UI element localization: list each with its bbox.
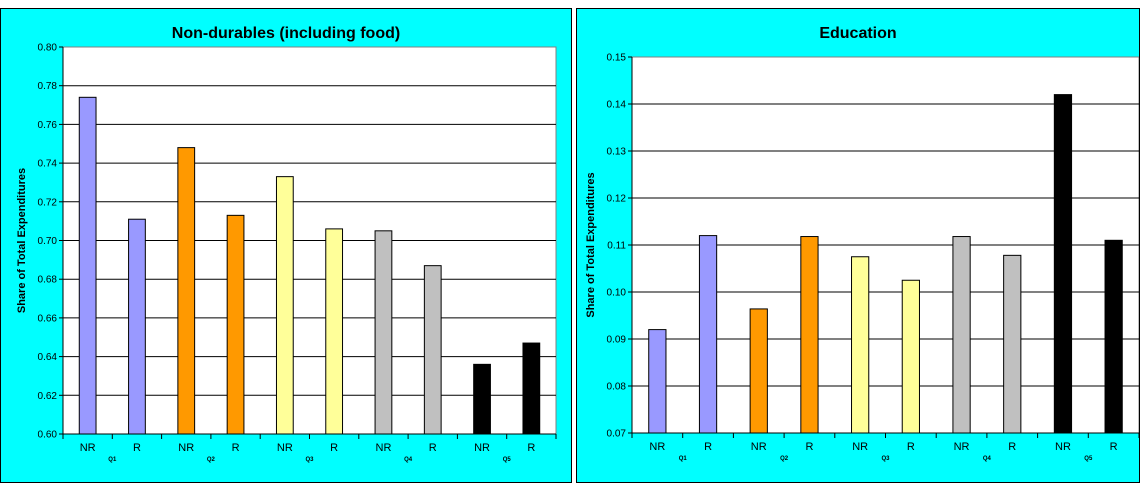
y-tick-label: 0.66 (38, 313, 58, 324)
x-category-label: R (704, 441, 712, 453)
chart-panel-education: Education 0.07 0.08 0.09 0.10 0.11 0.12 0.13 0.… (576, 8, 1140, 483)
x-category-label: R (232, 442, 240, 454)
x-category-label: R (133, 442, 141, 454)
x-group-label: Q3 (305, 457, 314, 463)
x-category-label: R (1110, 441, 1118, 453)
y-tick-label: 0.62 (38, 391, 58, 402)
y-tick-label: 0.70 (38, 236, 58, 247)
y-tick-label: 0.08 (607, 382, 627, 393)
bar (374, 230, 393, 435)
x-category-label: R (907, 441, 915, 453)
x-category-label: NR (751, 441, 767, 453)
x-group-label: Q5 (1084, 456, 1093, 462)
x-group-label: Q2 (780, 456, 789, 462)
chart-panel-non-durables: Non-durables (including food) 0.60 0.62 0.… (0, 8, 572, 483)
chart-svg-non-durables: 0.60 0.62 0.64 0.66 0.68 0.70 0.72 0.74 0.76 0.78… (16, 43, 557, 463)
y-tick-label: 0.12 (607, 194, 627, 205)
x-category-label: NR (852, 441, 868, 453)
x-category-label: NR (376, 442, 392, 454)
bar (851, 256, 870, 434)
y-tick-label: 0.15 (607, 53, 627, 64)
x-category-label: R (805, 441, 813, 453)
x-category-label: R (330, 442, 338, 454)
y-tick-label: 0.11 (607, 241, 626, 252)
x-category-label: NR (178, 442, 194, 454)
bar (78, 96, 97, 435)
y-axis-label: Share of Total Expenditures (585, 172, 597, 317)
x-category-label: NR (277, 442, 293, 454)
y-tick-label: 0.76 (38, 120, 58, 131)
chart-title: Non-durables (including food) (171, 25, 401, 42)
x-category-label: NR (649, 441, 665, 453)
x-group-label: Q4 (404, 457, 413, 463)
x-group-label: Q4 (983, 456, 992, 462)
x-category-label: NR (80, 442, 96, 454)
bar (473, 363, 491, 435)
x-group-label: Q5 (503, 457, 512, 463)
y-tick-label: 0.80 (38, 43, 58, 54)
bar (275, 176, 294, 435)
x-group-label: Q2 (207, 457, 216, 463)
y-tick-label: 0.64 (38, 352, 58, 363)
bar (423, 265, 442, 435)
top-strip (0, 0, 1140, 8)
bar (325, 228, 344, 435)
x-category-label: NR (1055, 441, 1071, 453)
y-tick-label: 0.13 (607, 147, 627, 158)
bar (128, 218, 146, 435)
x-category-label: R (1008, 441, 1016, 453)
x-group-label: Q1 (679, 456, 688, 462)
bar (177, 147, 196, 435)
y-tick-label: 0.78 (38, 81, 58, 92)
x-category-label: NR (474, 442, 490, 454)
bar (1104, 239, 1123, 434)
bar (1053, 94, 1073, 434)
x-category-label: R (429, 442, 437, 454)
x-category-label: R (527, 442, 535, 454)
y-tick-label: 0.14 (607, 100, 627, 111)
chart-svg-education: 0.07 0.08 0.09 0.10 0.11 0.12 0.13 0.14 0.15 NR R N… (585, 53, 1139, 462)
y-tick-label: 0.09 (607, 335, 627, 346)
y-tick-label: 0.07 (607, 429, 627, 440)
chart-title: Education (819, 25, 897, 42)
bar (698, 235, 718, 434)
x-group-label: Q1 (108, 457, 117, 463)
y-tick-label: 0.72 (38, 197, 58, 208)
y-axis-label: Share of Total Expenditures (16, 168, 28, 313)
y-tick-label: 0.68 (38, 275, 58, 286)
bar (522, 342, 541, 435)
y-tick-label: 0.74 (38, 159, 58, 170)
bar (648, 329, 667, 434)
bar (901, 279, 920, 434)
x-group-label: Q3 (881, 456, 890, 462)
bar (226, 214, 245, 435)
bar (952, 236, 971, 434)
y-tick-label: 0.60 (38, 430, 58, 441)
y-tick-label: 0.10 (607, 288, 627, 299)
x-category-label: NR (954, 441, 970, 453)
bar (800, 236, 819, 434)
bar (749, 308, 768, 434)
bar (1003, 254, 1022, 434)
